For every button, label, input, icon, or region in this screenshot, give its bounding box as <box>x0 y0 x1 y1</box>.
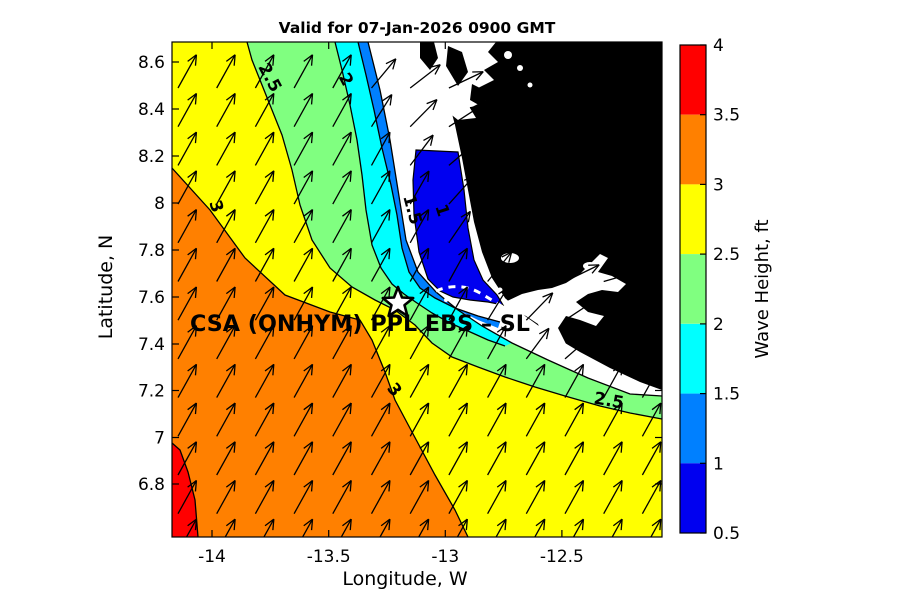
colorbar-band <box>680 115 706 185</box>
y-tick-label: 8.4 <box>138 100 165 120</box>
map-area: 2.5 2 3 1.5 1 3 2.5 CSA (ONHYM) PPL EBS … <box>172 42 679 552</box>
y-tick-label: 7.2 <box>138 382 165 402</box>
x-tick-label: -12.5 <box>540 547 584 567</box>
colorbar-band <box>680 463 706 533</box>
dashed-boundary-dot <box>444 298 448 302</box>
colorbar-tick-label: 3 <box>713 175 724 195</box>
plot-title: Valid for 07-Jan-2026 0900 GMT <box>279 19 556 37</box>
colorbar-tick-label: 2.5 <box>713 245 740 265</box>
colorbar-tick-label: 0.5 <box>713 524 740 544</box>
estuary-pond <box>504 51 512 59</box>
colorbar-tick-labels: 4 3.5 3 2.5 2 1.5 1 0.5 <box>713 36 740 544</box>
colorbar-band <box>680 45 706 115</box>
y-axis-label: Latitude, N <box>95 235 117 340</box>
y-tick-label: 7 <box>154 429 165 449</box>
y-tick-label: 7.8 <box>138 241 165 261</box>
site-label: CSA (ONHYM) PPL EBS – SL <box>190 312 530 337</box>
x-tick-label: -14 <box>198 547 226 567</box>
colorbar-band <box>680 394 706 464</box>
y-tick-label: 8.2 <box>138 147 165 167</box>
colorbar-band <box>680 184 706 254</box>
estuary-pond <box>528 83 533 88</box>
x-tick-label: -13 <box>431 547 459 567</box>
colorbar-tick-label: 1.5 <box>713 385 740 405</box>
x-tick-label: -13.5 <box>307 547 351 567</box>
x-tick-labels: -14 -13.5 -13 -12.5 <box>198 547 584 567</box>
dashed-boundary-dot <box>468 307 472 311</box>
colorbar-tick-label: 4 <box>713 36 724 56</box>
y-tick-label: 8 <box>154 194 165 214</box>
y-tick-label: 7.4 <box>138 335 165 355</box>
y-tick-label: 7.6 <box>138 288 165 308</box>
colorbar-band <box>680 324 706 394</box>
colorbar-band <box>680 254 706 324</box>
x-axis-label: Longitude, W <box>342 568 468 590</box>
y-tick-label: 8.6 <box>138 53 165 73</box>
colorbar-label: Wave Height, ft <box>752 219 773 358</box>
colorbar-tick-label: 2 <box>713 315 724 335</box>
colorbar-tick-label: 1 <box>713 454 724 474</box>
colorbar: 4 3.5 3 2.5 2 1.5 1 0.5 Wave Height, ft <box>680 36 773 544</box>
estuary-pond <box>517 65 523 71</box>
colorbar-tick-label: 3.5 <box>713 106 740 126</box>
y-tick-label: 6.8 <box>138 475 165 495</box>
y-tick-labels: 8.6 8.4 8.2 8 7.8 7.6 7.4 7.2 7 6.8 <box>138 53 165 495</box>
